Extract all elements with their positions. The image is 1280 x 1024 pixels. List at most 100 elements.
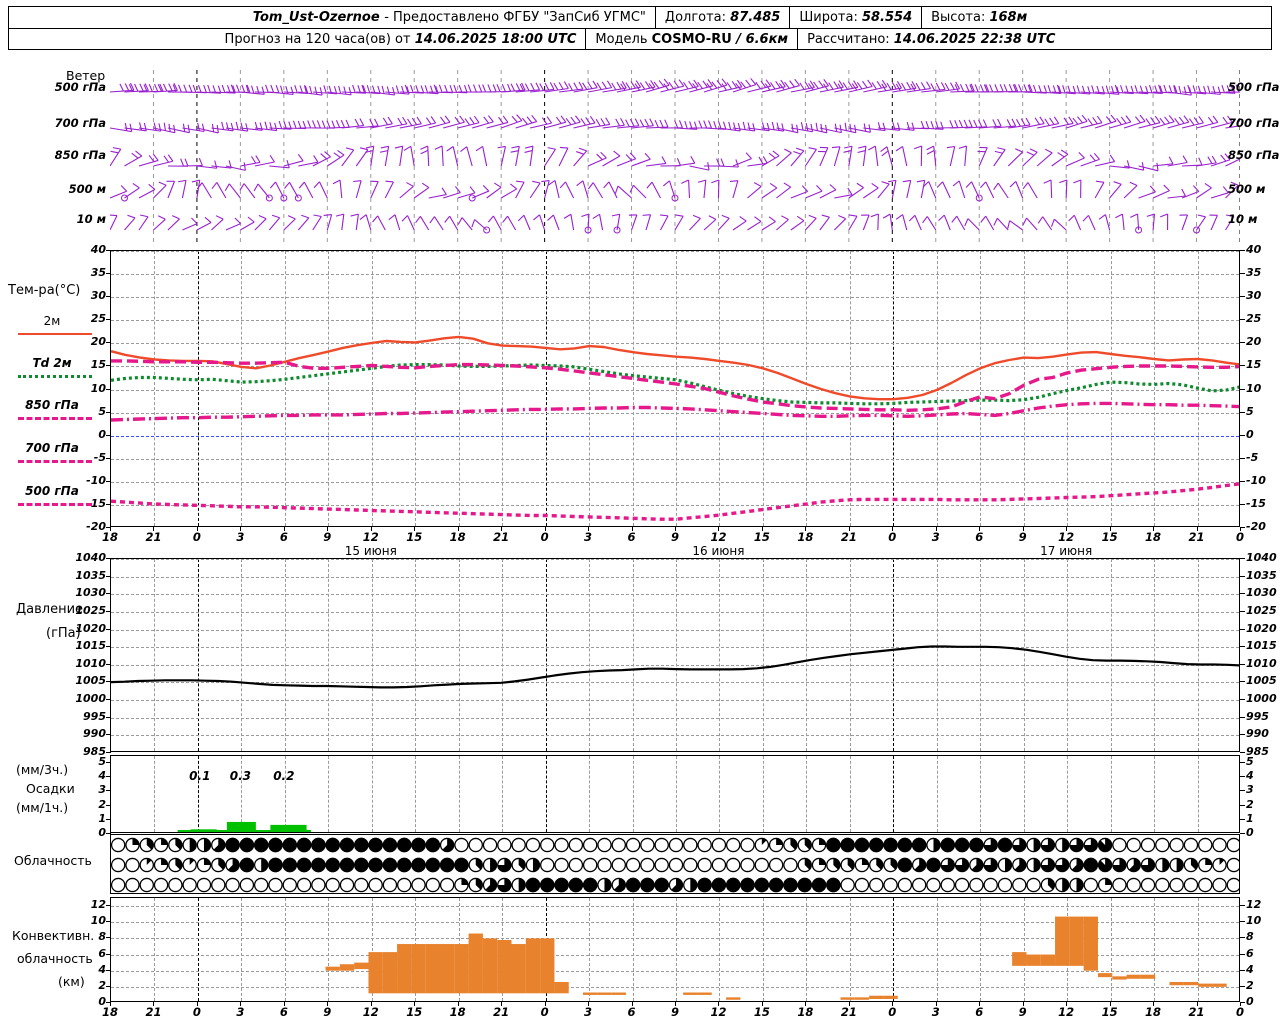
x-axis-tick <box>110 527 111 531</box>
x-axis-tick-label: 21 <box>145 530 162 544</box>
y-axis-tick-label: 2 <box>98 978 106 992</box>
convective-cloud-bar <box>1069 916 1084 966</box>
precip-y-tick-label: 3 <box>98 783 106 797</box>
x-axis-tick-label: 0 <box>192 530 201 544</box>
precipitation-plot <box>110 755 1240 833</box>
y-axis-tick <box>106 905 111 907</box>
x-axis-tick <box>979 1002 981 1006</box>
wind-plot <box>110 70 1240 243</box>
convective-cloud-bar <box>1012 952 1027 966</box>
x-axis-tick-label: 0 <box>540 530 549 544</box>
temperature-panel-title: Тем-ра(°С) <box>8 283 81 298</box>
convective-cloud-bar <box>597 992 612 995</box>
temperature-legend-swatch-4 <box>18 503 92 506</box>
y-axis-tick <box>1240 388 1245 390</box>
grid-line-vertical <box>632 559 634 751</box>
convective-cloud-bar <box>482 938 498 994</box>
y-axis-tick <box>1240 296 1245 298</box>
wind-level-row-0 <box>110 78 1240 96</box>
y-axis-tick <box>1240 457 1245 459</box>
precip-y-tick <box>1240 833 1245 834</box>
precipitation-panel-title: Осадки <box>26 781 75 796</box>
y-axis-tick-label: 985 <box>1246 745 1269 758</box>
y-axis-tick-label: 1015 <box>1246 639 1277 653</box>
y-axis-tick-label: 985 <box>83 745 106 758</box>
temperature-legend-swatch-1 <box>18 375 92 378</box>
y-axis-tick-label: 20 <box>90 335 106 349</box>
longitude-field: Долгота: 87.485 <box>656 10 789 25</box>
wind-level-label-left: 500 гПа <box>54 80 106 94</box>
x-axis-tick-label: 18 <box>449 530 466 544</box>
y-axis-tick-label: -5 <box>93 450 106 464</box>
x-axis-tick <box>196 527 198 531</box>
grid-line-vertical <box>1110 756 1112 832</box>
grid-line-day <box>197 898 199 1001</box>
grid-line-vertical <box>1154 559 1156 751</box>
x-axis-tick-label: 21 <box>493 530 510 544</box>
y-axis-tick-label: 1005 <box>1246 674 1277 688</box>
y-axis-tick <box>106 250 111 251</box>
grid-line-horizontal <box>111 970 1239 972</box>
cloudiness-row-middle <box>111 857 1239 873</box>
grid-line-vertical <box>415 559 417 751</box>
precip-y-tick <box>106 833 111 834</box>
y-axis-tick-label: 1020 <box>75 621 106 635</box>
x-axis-tick <box>1153 1002 1155 1006</box>
x-axis-tick-label: 3 <box>236 530 245 544</box>
y-axis-tick-label: 1025 <box>1246 603 1277 617</box>
convective-cloud-bar <box>540 938 555 994</box>
y-axis-tick <box>1240 953 1245 955</box>
y-axis-tick-label: 1040 <box>75 551 106 564</box>
x-axis-tick-label: 21 <box>840 1005 857 1019</box>
grid-line-vertical <box>371 559 373 751</box>
y-axis-tick <box>106 457 111 459</box>
grid-line-day <box>893 756 895 832</box>
convective-cloud-bar <box>1055 916 1070 966</box>
grid-line-horizontal <box>111 251 1239 252</box>
convective-cloud-bar <box>497 940 512 994</box>
y-axis-tick-label: 1015 <box>75 639 106 653</box>
grid-line-vertical <box>980 559 982 751</box>
y-axis-tick-label: -15 <box>1246 496 1266 510</box>
x-axis-tick <box>675 527 676 531</box>
x-axis-tick <box>935 1002 937 1006</box>
convective-cloud-bar <box>583 992 598 995</box>
convective-unit-label: (км) <box>58 974 85 989</box>
y-axis-tick-label: 1035 <box>1246 568 1277 582</box>
y-axis-tick-label: 12 <box>90 898 106 912</box>
y-axis-tick <box>1240 575 1245 577</box>
grid-line-horizontal <box>111 435 1239 437</box>
grid-line-vertical <box>1023 756 1025 832</box>
convective-cloud-bar <box>1140 974 1156 979</box>
grid-line-vertical <box>1023 251 1025 526</box>
provider-text: - Предоставлено ФГБУ "ЗапСиб УГМС" <box>384 10 646 25</box>
x-axis-tick <box>544 1002 546 1006</box>
x-axis-tick <box>892 527 894 531</box>
wind-level-label-right: 10 м <box>1228 212 1258 226</box>
precip-y-tick-label: 4 <box>98 769 106 783</box>
precipitation-value-label-0: 0.1 <box>189 769 211 783</box>
grid-line-vertical <box>589 756 591 832</box>
temperature-plot <box>110 250 1240 527</box>
x-axis-tick <box>631 527 633 531</box>
convective-cloud-bar <box>611 992 626 995</box>
y-axis-tick <box>106 319 111 321</box>
wind-level-label-right: 500 м <box>1228 182 1266 196</box>
y-axis-tick <box>1240 365 1245 367</box>
convective-cloud-bar <box>411 944 426 994</box>
y-axis-tick-label: 995 <box>1246 709 1269 723</box>
grid-line-day <box>197 251 199 526</box>
y-axis-tick-label: 4 <box>98 962 106 976</box>
convective-cloud-bar <box>1112 976 1127 980</box>
grid-line-vertical <box>502 251 504 526</box>
x-axis-tick <box>327 1002 329 1006</box>
y-axis-tick <box>1240 527 1245 528</box>
wind-level-row-4 <box>110 213 1240 234</box>
grid-line-horizontal <box>111 297 1239 299</box>
longitude-value: 87.485 <box>730 10 781 25</box>
x-axis-tick <box>848 1002 850 1006</box>
precipitation-value-label-1: 0.3 <box>229 769 252 783</box>
grid-line-vertical <box>154 251 156 526</box>
calculated-label: Рассчитано: <box>807 31 894 47</box>
temperature-series-1 <box>111 362 1239 406</box>
